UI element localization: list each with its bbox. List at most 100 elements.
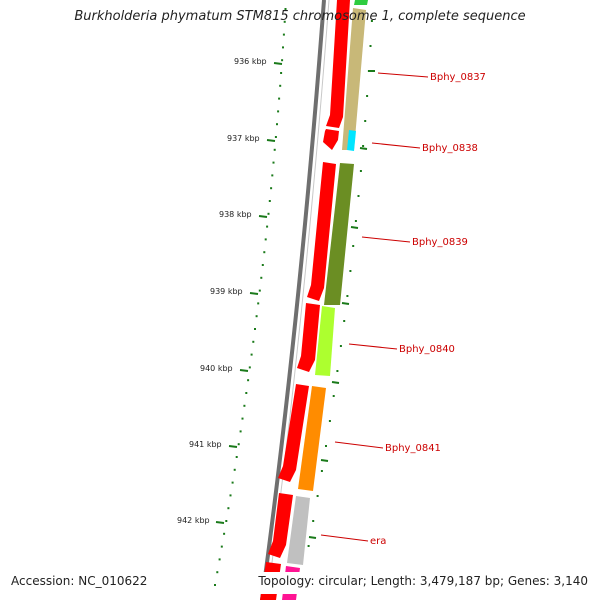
gene-label-bphy-0839[interactable]: Bphy_0839 (412, 237, 468, 248)
ruler-dot (254, 328, 256, 330)
ruler-dot (231, 481, 234, 484)
ruler-dot (248, 366, 251, 369)
ruler-dot (233, 468, 236, 471)
gene-labels: Bphy_0837 Bphy_0838 Bphy_0839 Bphy_0840 … (370, 72, 486, 547)
outer-dot (367, 70, 370, 72)
ruler-dot (241, 417, 244, 420)
outer-dot (336, 370, 339, 372)
ruler-dot (218, 558, 221, 561)
outer-dot (349, 270, 352, 272)
outer-dot (357, 195, 360, 197)
ruler-tick-label: 941 kbp (189, 440, 222, 449)
ruler-dot (284, 8, 287, 10)
cds-arrow (323, 129, 339, 150)
ruler-dot (220, 545, 223, 548)
ruler-tick-label: 938 kbp (219, 210, 252, 219)
ruler-dot (274, 136, 277, 138)
outer-tick (331, 381, 340, 384)
ruler-dot (264, 238, 267, 241)
gene-block-previous (354, 0, 368, 5)
ruler-dot (277, 110, 280, 113)
ruler-dot (281, 59, 284, 62)
gene-label-bphy-0840[interactable]: Bphy_0840 (399, 344, 455, 355)
cds-arrow (297, 303, 320, 372)
ruler-tick (228, 445, 238, 448)
outer-dot (359, 170, 362, 172)
ruler-dot (283, 20, 286, 23)
outer-dot (316, 495, 319, 497)
ruler-dot (239, 430, 242, 433)
ruler-dot (266, 225, 269, 228)
gene-block-era (287, 496, 310, 565)
outer-tick (308, 536, 317, 539)
outer-dot (370, 20, 373, 22)
ruler-dot (276, 123, 278, 126)
gene-label-era[interactable]: era (370, 536, 386, 547)
ruler-labels: 936 kbp 937 kbp 938 kbp 939 kbp 940 kbp … (177, 57, 267, 525)
cds-arrow (268, 493, 293, 558)
outer-tick (320, 459, 329, 462)
gene-leader-line (320, 534, 369, 542)
gene-track (282, 0, 368, 600)
ruler-dot (257, 302, 260, 305)
ruler-dot (235, 456, 238, 458)
gene-block-bphy-0837 (342, 8, 366, 150)
backbone-outer (260, 0, 326, 601)
ruler-dot (271, 174, 274, 177)
gene-block-bphy-0839 (324, 163, 354, 305)
outer-dot (366, 95, 369, 97)
outer-dots (307, 20, 373, 547)
ruler-dot (268, 200, 271, 202)
outer-ticks (308, 70, 375, 539)
cds-track (260, 0, 350, 600)
outer-dot (320, 470, 323, 472)
gene-leader-line (348, 343, 398, 350)
ruler-tick-label: 937 kbp (227, 134, 260, 143)
gene-label-bphy-0838[interactable]: Bphy_0838 (422, 143, 478, 154)
cds-arrow (326, 0, 350, 128)
gene-leader-line (361, 236, 411, 243)
ruler-tick-label: 936 kbp (234, 57, 267, 66)
gene-block-bphy-0841 (298, 386, 326, 491)
outer-dot (339, 345, 342, 347)
ruler-dot (225, 520, 228, 522)
ruler-dot (282, 46, 284, 49)
outer-dot (354, 220, 357, 222)
ruler-dot (245, 392, 248, 394)
cds-arrow (307, 162, 336, 301)
outer-dot (352, 245, 355, 247)
outer-dot (332, 395, 335, 397)
ruler-tick-label: 939 kbp (210, 287, 243, 296)
gene-leader-line (334, 441, 384, 449)
ruler-dot (260, 276, 263, 279)
outer-tick (359, 147, 368, 150)
gene-label-bphy-0841[interactable]: Bphy_0841 (385, 443, 441, 454)
cds-arrow (278, 384, 309, 482)
accession-label: Accession: NC_010622 (9, 574, 150, 588)
ruler-dot (282, 33, 285, 36)
ruler-tick-label: 940 kbp (200, 364, 233, 373)
ruler-tick (239, 369, 249, 372)
ruler-tick (258, 215, 268, 218)
ruler-tick-label: 942 kbp (177, 516, 210, 525)
gene-label-bphy-0837[interactable]: Bphy_0837 (430, 72, 486, 83)
ruler-dot (252, 340, 255, 343)
ruler-dot (278, 97, 281, 100)
ruler-dot (255, 315, 258, 318)
ruler-dot (250, 353, 253, 356)
outer-dot (328, 420, 331, 422)
ruler-dot (273, 148, 276, 151)
ruler-ticks (215, 62, 283, 524)
outer-dot (307, 545, 310, 547)
ruler-dot (267, 212, 270, 215)
outer-tick (341, 302, 350, 305)
ruler-dot (247, 379, 250, 382)
ruler-dot (280, 72, 283, 74)
ruler-tick (273, 62, 283, 65)
ruler-dot (263, 251, 266, 254)
ruler-dot (229, 494, 232, 497)
ruler-dot (237, 443, 240, 446)
ruler-dot (272, 161, 275, 164)
